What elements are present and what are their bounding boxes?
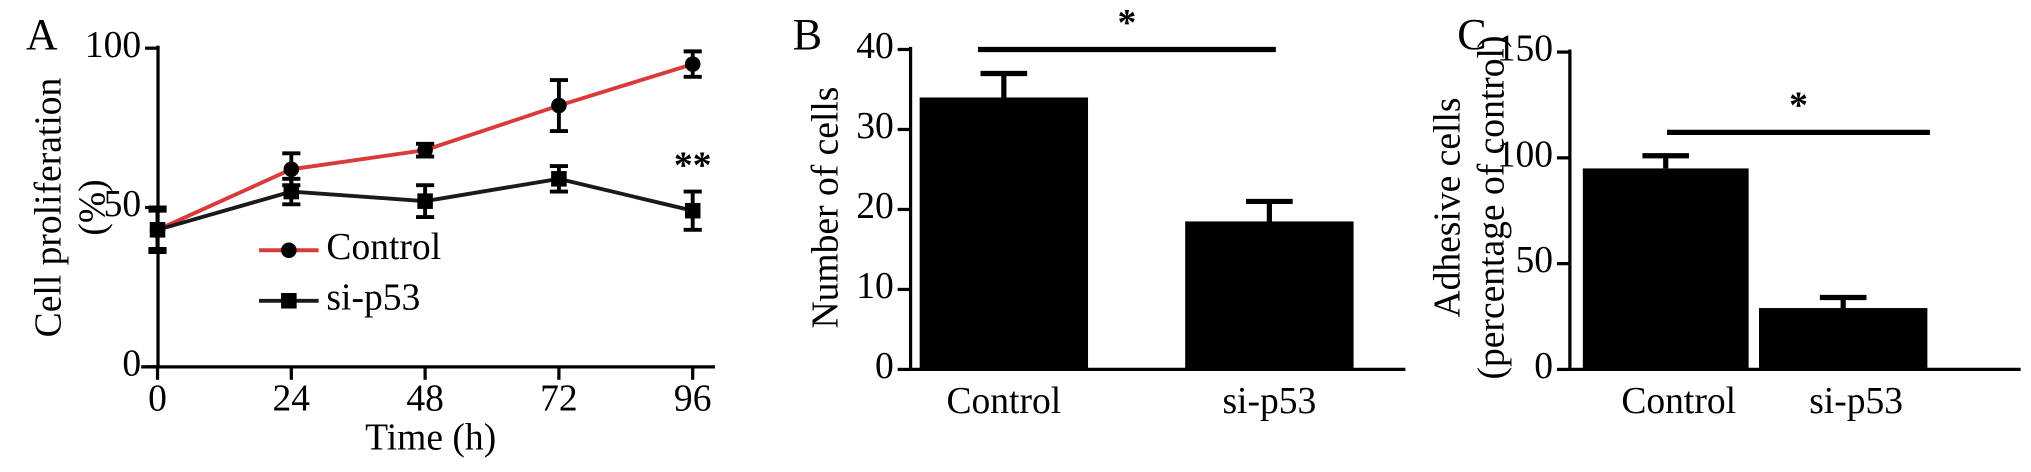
y-axis-label: Adhesive cells: [1427, 97, 1468, 317]
error-bar: [1642, 153, 1690, 169]
y-tick-label: 50: [1515, 240, 1553, 281]
y-axis-label: (percentage of control): [1471, 36, 1512, 380]
y-tick-label: 150: [1497, 29, 1553, 70]
x-tick-label: 48: [406, 378, 444, 419]
x-tick-label: 24: [273, 378, 311, 419]
legend-label: si-p53: [326, 277, 420, 318]
y-tick-label: 100: [85, 25, 141, 66]
marker: [551, 97, 567, 114]
legend-marker: [281, 242, 297, 259]
error-bar: [980, 70, 1028, 98]
panel-label: C: [1457, 10, 1486, 59]
legend-marker: [281, 292, 297, 309]
marker: [417, 193, 433, 209]
bar: [1758, 308, 1928, 370]
panel-label: B: [793, 10, 822, 59]
error-bar: [1246, 198, 1293, 222]
bar: [1185, 221, 1354, 370]
x-axis-label: Time (h): [365, 417, 496, 458]
marker: [283, 161, 300, 178]
x-tick-label: Control: [946, 381, 1061, 422]
y-axis-label: (%): [72, 179, 113, 235]
annotation: *: [1789, 86, 1808, 127]
y-axis-label: Cell proliferation: [28, 77, 69, 337]
x-tick-label: si-p53: [1809, 381, 1903, 422]
marker: [149, 222, 166, 238]
marker: [417, 142, 433, 158]
annotation: **: [674, 145, 712, 186]
panel-label: A: [26, 10, 58, 59]
marker: [684, 202, 701, 219]
x-tick-label: 0: [148, 378, 167, 419]
y-tick-label: 40: [856, 26, 894, 67]
marker: [283, 183, 300, 200]
annotation: *: [1118, 3, 1137, 44]
x-tick-label: 72: [540, 378, 578, 419]
y-tick-label: 10: [856, 266, 894, 307]
marker: [551, 171, 567, 187]
y-tick-label: 20: [856, 186, 894, 227]
y-tick-label: 0: [122, 343, 141, 384]
bar: [1582, 168, 1749, 370]
y-tick-label: 50: [104, 184, 142, 225]
bar: [919, 97, 1089, 370]
y-tick-label: 0: [875, 346, 894, 387]
y-tick-label: 0: [1534, 346, 1553, 387]
error-bar: [1819, 294, 1867, 309]
x-tick-label: si-p53: [1222, 381, 1316, 422]
y-axis-label: Number of cells: [806, 87, 847, 329]
marker: [684, 56, 701, 72]
x-tick-label: 96: [674, 378, 712, 419]
legend-label: Control: [326, 227, 441, 268]
x-tick-label: Control: [1621, 381, 1736, 422]
y-tick-label: 100: [1497, 134, 1553, 175]
y-tick-label: 30: [856, 106, 894, 147]
